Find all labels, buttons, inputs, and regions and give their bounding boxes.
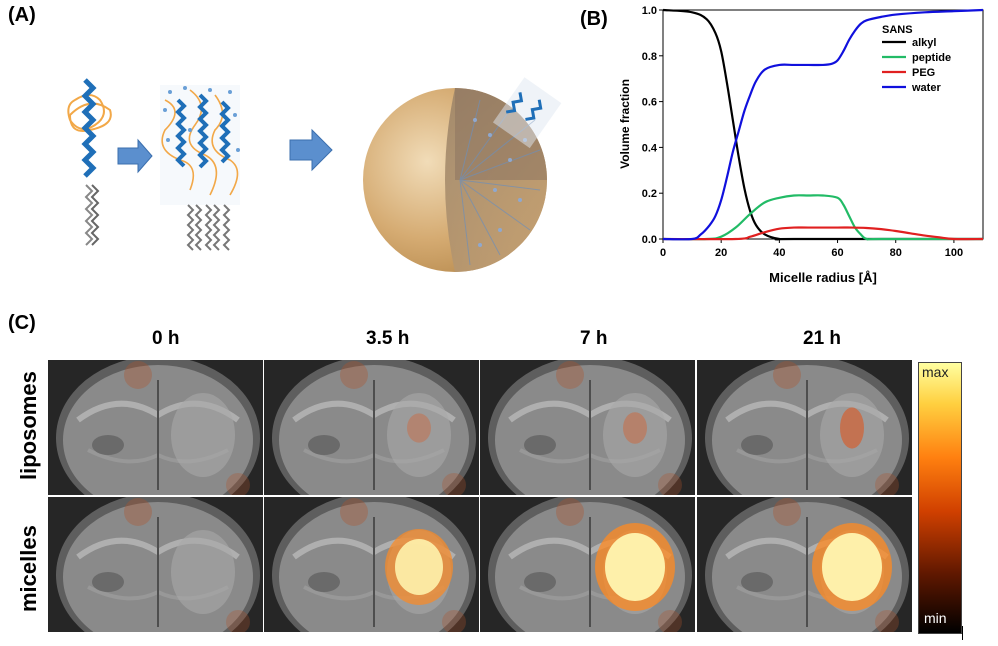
- y-tick-label: 1.0: [642, 5, 657, 17]
- time-label: 7 h: [580, 328, 608, 349]
- x-tick-label: 40: [773, 247, 785, 259]
- x-tick-label: 60: [831, 247, 843, 259]
- x-axis-label: Micelle radius [Å]: [769, 270, 877, 285]
- row-label-liposomes: liposomes: [16, 371, 41, 480]
- y-tick-label: 0.6: [642, 97, 657, 109]
- micelle-assembly-illustration: [67, 77, 562, 272]
- series-line-water: [662, 8, 984, 241]
- x-tick-label: 80: [890, 247, 902, 259]
- legend-entry: PEG: [912, 67, 935, 79]
- micelle-sphere-icon: [363, 77, 562, 272]
- colorbar-min-label: min: [924, 610, 947, 626]
- row-label-micelles: micelles: [16, 525, 41, 612]
- y-axis-label: Volume fraction: [618, 79, 632, 169]
- arrow-icon: [117, 138, 153, 174]
- y-tick-label: 0.4: [642, 142, 658, 154]
- legend-entry: water: [911, 82, 941, 94]
- mri-panel: [48, 360, 263, 495]
- legend-title: SANS: [882, 24, 913, 36]
- series-line-alkyl: [662, 8, 983, 241]
- time-label: 21 h: [803, 328, 842, 349]
- divider: [962, 626, 963, 640]
- x-tick-label: 20: [715, 247, 727, 259]
- time-label: 3.5 h: [366, 328, 410, 349]
- y-tick-label: 0.0: [642, 234, 657, 246]
- mri-panel: [480, 360, 695, 495]
- y-tick-label: 0.2: [642, 188, 657, 200]
- mri-panel: [48, 497, 263, 632]
- single-lipopeptide-icon: [67, 78, 112, 246]
- mri-panel: [480, 497, 695, 632]
- peptide-bundle-icon: [160, 85, 240, 251]
- legend-entry: peptide: [912, 52, 951, 64]
- series-line-peg: [662, 226, 984, 241]
- mri-panel: [697, 497, 912, 632]
- y-tick-label: 0.8: [642, 51, 657, 63]
- volume-fraction-chart: Volume fraction Micelle radius [Å] 0 20 40…: [618, 5, 984, 285]
- mri-panel: [697, 360, 912, 495]
- legend-entry: alkyl: [912, 37, 936, 49]
- panel-label-b: (B): [580, 8, 608, 30]
- arrow-icon: [289, 128, 333, 172]
- mri-panel: [264, 497, 479, 632]
- x-tick-label: 0: [660, 247, 666, 259]
- colorbar: [918, 362, 962, 634]
- peptide-bundle-icon: [492, 77, 562, 149]
- panel-label-c: (C): [8, 312, 36, 334]
- series-line-peptide: [662, 194, 983, 241]
- panel-label-a: (A): [8, 4, 36, 26]
- x-tick-label: 100: [945, 247, 963, 259]
- mri-panel: [264, 360, 479, 495]
- colorbar-max-label: max: [922, 364, 949, 380]
- time-label: 0 h: [152, 328, 180, 349]
